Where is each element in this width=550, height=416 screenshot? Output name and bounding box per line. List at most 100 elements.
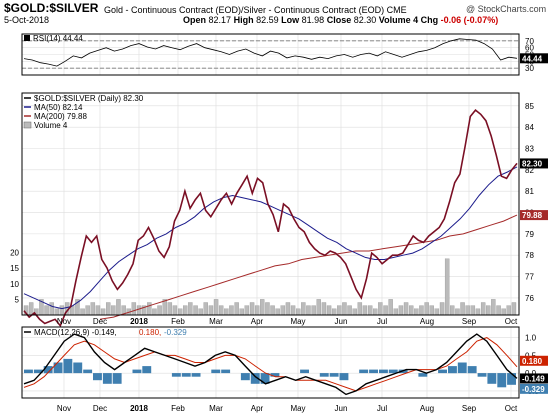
rsi-last-label-box bbox=[520, 53, 548, 64]
price-legend-ma200: MA(200) 79.88 bbox=[34, 112, 87, 121]
macd-legend-signal: 0.180, bbox=[139, 328, 161, 337]
volume-bar bbox=[183, 305, 188, 316]
volume-bar bbox=[254, 305, 260, 316]
high-value: 82.59 bbox=[256, 15, 279, 25]
macd-histogram-bar bbox=[388, 369, 398, 374]
volume-bar bbox=[44, 305, 49, 316]
ma200-last-label-box bbox=[520, 210, 548, 221]
volume-bar bbox=[296, 308, 301, 316]
macd-histogram-bar bbox=[43, 366, 53, 374]
macd-histogram-bar bbox=[359, 369, 369, 374]
volume-bar bbox=[460, 302, 465, 316]
macd-histogram-bar bbox=[369, 369, 378, 374]
volume-bar bbox=[455, 308, 460, 316]
time-label-upper-Dec: Dec bbox=[93, 317, 107, 326]
price-ytick-79: 79 bbox=[525, 230, 534, 239]
macd-histogram-bar bbox=[448, 366, 457, 374]
macd-histogram-bar bbox=[73, 362, 83, 374]
time-label-lower-Dec: Dec bbox=[93, 404, 107, 413]
price-frame bbox=[21, 92, 520, 316]
macd-histogram-bar bbox=[221, 369, 231, 374]
macd-histogram-bar bbox=[457, 362, 467, 374]
macd-histogram-bar bbox=[93, 373, 102, 381]
macd-signal-last-label: 0.180 bbox=[522, 357, 543, 366]
volume-bar bbox=[193, 305, 198, 316]
volume-bar bbox=[429, 305, 434, 316]
time-label-upper-Jul: Jul bbox=[377, 317, 387, 326]
open-value: 82.17 bbox=[208, 15, 232, 25]
macd-histogram-bar bbox=[132, 369, 142, 374]
volume-bar bbox=[213, 299, 219, 316]
price-ytick-77: 77 bbox=[525, 273, 534, 282]
volume-ytick-20: 20 bbox=[10, 249, 19, 258]
time-label-upper-Nov: Nov bbox=[57, 317, 71, 326]
time-label-lower-Mar: Mar bbox=[209, 404, 223, 413]
volume-bar bbox=[388, 299, 393, 316]
volume-bar bbox=[218, 305, 224, 316]
price-legend-volume-swatch bbox=[23, 121, 32, 129]
volume-bar bbox=[49, 302, 54, 316]
rsi-frame bbox=[21, 33, 520, 76]
volume-bar bbox=[28, 302, 34, 316]
volume-bar bbox=[265, 302, 270, 316]
time-label-upper-Mar: Mar bbox=[209, 317, 223, 326]
macd-legend-hist: -0.329 bbox=[164, 328, 187, 337]
macd-histogram-bar bbox=[83, 369, 93, 374]
volume-bar bbox=[450, 305, 455, 316]
rsi-last-label: 44.44 bbox=[522, 54, 543, 63]
time-label-lower-Aug: Aug bbox=[420, 404, 434, 413]
macd-histogram-bar bbox=[379, 369, 388, 374]
volume-bar bbox=[321, 302, 327, 316]
time-label-upper-Aug: Aug bbox=[420, 317, 434, 326]
time-label-upper-Oct: Oct bbox=[505, 317, 518, 326]
macd-histogram-bar bbox=[467, 366, 477, 374]
volume-bar bbox=[337, 305, 342, 316]
volume-bar bbox=[95, 305, 101, 316]
macd-histogram-bar bbox=[102, 373, 112, 384]
macd-histogram-bar bbox=[487, 373, 497, 384]
price-legend-main: $GOLD:$SILVER (Daily) 82.30 bbox=[34, 94, 144, 103]
open-label: Open bbox=[183, 15, 207, 25]
volume-bar bbox=[234, 302, 239, 316]
price-ytick-78: 78 bbox=[525, 251, 534, 260]
macd-histogram-bar bbox=[270, 373, 280, 377]
time-label-upper-Sep: Sep bbox=[462, 317, 477, 326]
macd-histogram-bar bbox=[339, 373, 349, 381]
volume-bar bbox=[316, 299, 321, 316]
macd-histogram-bar bbox=[300, 369, 309, 374]
watermark-text: @ StockCharts.com bbox=[466, 4, 547, 14]
price-ytick-85: 85 bbox=[525, 102, 534, 111]
volume-bar bbox=[152, 308, 157, 316]
volume-bar bbox=[270, 305, 275, 316]
volume-bar bbox=[208, 305, 214, 316]
volume-bar bbox=[357, 302, 363, 316]
low-label: Low bbox=[281, 15, 300, 25]
volume-bar bbox=[424, 302, 429, 316]
macd-frame bbox=[21, 326, 520, 399]
time-label-lower-Apr: Apr bbox=[251, 404, 264, 413]
volume-bar bbox=[172, 305, 178, 316]
macd-histogram-bar bbox=[181, 373, 191, 377]
macd-histogram-bar bbox=[507, 373, 516, 385]
volume-bar bbox=[342, 302, 347, 316]
time-label-upper-2018: 2018 bbox=[130, 317, 148, 326]
volume-bar bbox=[100, 308, 106, 316]
symbol-description: Gold - Continuous Contract (EOD)/Silver … bbox=[104, 5, 407, 15]
volume-bar bbox=[439, 302, 445, 316]
rsi-legend-swatch bbox=[24, 35, 30, 41]
price-ytick-76: 76 bbox=[525, 294, 534, 303]
macd-signal-last-label-box bbox=[520, 355, 548, 366]
macd-histogram-bar bbox=[438, 369, 447, 374]
macd-last-label-box bbox=[520, 373, 548, 384]
volume-bar bbox=[480, 302, 486, 316]
macd-histogram-bar bbox=[497, 373, 507, 388]
macd-hist-last-label: -0.329 bbox=[522, 385, 545, 394]
time-label-lower-Jul: Jul bbox=[377, 404, 387, 413]
macd-ytick-1: 1.0 bbox=[525, 334, 537, 343]
price-legend-ma50: MA(50) 82.14 bbox=[34, 103, 83, 112]
price-last-label: 82.30 bbox=[522, 159, 543, 168]
volume-bar bbox=[106, 302, 111, 316]
volume-bar bbox=[393, 308, 399, 316]
macd-histogram-bar bbox=[211, 369, 221, 374]
rsi-ytick-70: 70 bbox=[525, 37, 534, 46]
